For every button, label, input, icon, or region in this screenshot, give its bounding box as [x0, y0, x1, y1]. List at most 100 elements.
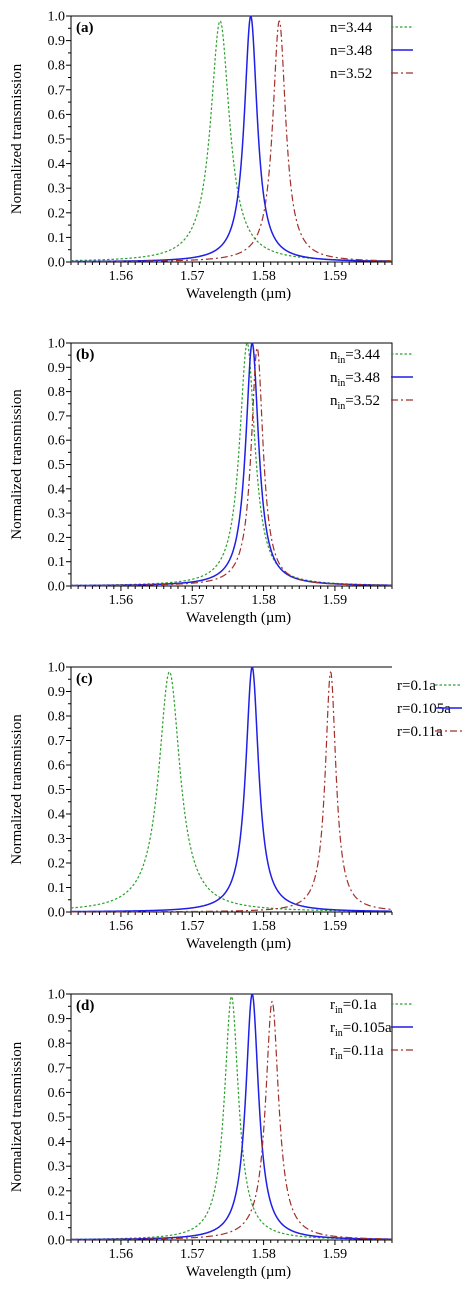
y-tick-label: 0.5	[48, 1111, 66, 1126]
legend: n=3.44n=3.48n=3.52	[330, 20, 413, 82]
x-tick-label: 1.57	[180, 1247, 205, 1262]
y-tick-label: 0.9	[48, 685, 66, 700]
x-axis-label: Wavelength (µm)	[186, 1264, 291, 1280]
legend-label-subscript: in	[338, 378, 346, 389]
y-tick-label: 0.3	[48, 832, 66, 847]
legend-label-base: r	[397, 678, 402, 694]
panel-label: (a)	[76, 20, 94, 36]
legend-label-base: n	[330, 370, 338, 386]
series-line-3	[70, 20, 393, 263]
y-tick-label: 0.6	[48, 1086, 66, 1101]
y-tick-label: 0.2	[48, 531, 66, 546]
legend-label-base: n	[330, 43, 338, 59]
legend-label-value: =0.105a	[402, 701, 451, 717]
x-axis-label: Wavelength (µm)	[186, 610, 291, 626]
y-tick-label: 0.0	[48, 906, 66, 921]
series-line-1	[70, 671, 393, 912]
y-tick-label: 0.8	[48, 59, 66, 74]
chart-panel-a: 1.56 1.57 1.58 1.59 0.0 0.1 0.2 0.3 0.4 0.5 0.6 0.7…	[9, 10, 413, 302]
x-tick-label: 1.59	[323, 919, 348, 934]
legend-label-value: =3.44	[345, 347, 380, 363]
legend-label-subscript: in	[338, 355, 346, 366]
y-tick-label: 0.7	[48, 409, 66, 424]
chart-panel-d: 1.56 1.57 1.58 1.59 0.0 0.1 0.2 0.3 0.4 0.5 0.6 0.7…	[9, 988, 413, 1280]
x-tick-label: 1.58	[251, 593, 276, 608]
y-axis-label: Normalized transmission	[9, 1041, 25, 1192]
legend-label-base: n	[330, 347, 338, 363]
panel-label: (c)	[76, 671, 93, 687]
y-tick-label: 0.2	[48, 1184, 66, 1199]
legend-label-1: rin=0.1a	[330, 997, 377, 1016]
legend-label-base: r	[397, 724, 402, 740]
y-tick-label: 0.1	[48, 881, 66, 896]
y-tick-label: 0.4	[48, 157, 66, 172]
y-tick-label: 0.8	[48, 1037, 66, 1052]
y-tick-label: 0.1	[48, 1209, 66, 1224]
series-line-3	[70, 671, 393, 913]
legend-label-2: rin=0.105a	[330, 1020, 392, 1039]
x-tick-label: 1.59	[323, 1247, 348, 1262]
x-tick-label: 1.57	[180, 919, 205, 934]
x-axis-label: Wavelength (µm)	[186, 936, 291, 952]
legend-label-base: r	[397, 701, 402, 717]
y-tick-label: 0.2	[48, 857, 66, 872]
x-tick-label: 1.58	[251, 919, 276, 934]
legend-label-2: nin=3.48	[330, 370, 380, 389]
y-tick-label: 0.9	[48, 34, 66, 49]
legend-label-1: r=0.1a	[397, 678, 436, 694]
x-tick-label: 1.59	[323, 593, 348, 608]
x-tick-label: 1.58	[251, 1247, 276, 1262]
legend-label-value: =0.11a	[343, 1043, 384, 1059]
x-tick-label: 1.56	[109, 593, 134, 608]
legend-label-base: n	[330, 20, 338, 36]
legend-label-2: r=0.105a	[397, 701, 451, 717]
y-tick-label: 0.9	[48, 1012, 66, 1027]
y-axis-label: Normalized transmission	[9, 714, 25, 865]
y-tick-label: 0.8	[48, 710, 66, 725]
y-tick-label: 0.3	[48, 1160, 66, 1175]
legend-label-value: =0.1a	[343, 997, 377, 1013]
chart-panel-b: 1.56 1.57 1.58 1.59 0.0 0.1 0.2 0.3 0.4 0.5 0.6 0.7…	[9, 337, 413, 626]
x-tick-label: 1.56	[109, 919, 134, 934]
y-tick-label: 0.4	[48, 1135, 66, 1150]
legend-label-value: =3.48	[338, 43, 373, 59]
legend-label-value: =0.11a	[402, 724, 443, 740]
legend-label-base: r	[330, 1020, 335, 1036]
y-tick-label: 0.0	[48, 256, 66, 271]
panel-label: (b)	[76, 347, 94, 363]
y-tick-label: 0.3	[48, 507, 66, 522]
y-tick-label: 0.9	[48, 361, 66, 376]
x-tick-label: 1.56	[109, 1247, 134, 1262]
x-tick-label: 1.57	[180, 593, 205, 608]
y-tick-label: 0.5	[48, 458, 66, 473]
y-tick-label: 0.7	[48, 83, 66, 98]
x-axis-label: Wavelength (µm)	[186, 286, 291, 302]
series-line-3	[70, 1000, 393, 1241]
y-tick-label: 0.1	[48, 555, 66, 570]
y-tick-label: 0.2	[48, 206, 66, 221]
legend-label-3: rin=0.11a	[330, 1043, 384, 1062]
y-tick-label: 0.7	[48, 1061, 66, 1076]
legend-label-base: n	[330, 66, 338, 82]
y-axis-label: Normalized transmission	[9, 389, 25, 540]
legend-label-subscript: in	[335, 1051, 343, 1062]
legend-label-1: n=3.44	[330, 20, 373, 36]
series-line-3	[70, 347, 393, 587]
series-line-2	[70, 666, 393, 913]
legend-label-value: =0.1a	[402, 678, 436, 694]
series-line-2	[70, 15, 393, 263]
x-tick-label: 1.59	[323, 269, 348, 284]
legend-label-subscript: in	[335, 1005, 343, 1016]
x-tick-label: 1.56	[109, 269, 134, 284]
legend-label-base: r	[330, 1043, 335, 1059]
legend-label-value: =0.105a	[343, 1020, 392, 1036]
y-tick-label: 1.0	[48, 337, 66, 352]
chart-panel-c: 1.56 1.57 1.58 1.59 0.0 0.1 0.2 0.3 0.4 0.5 0.6 0.7…	[9, 661, 462, 952]
x-tick-label: 1.58	[251, 269, 276, 284]
legend-label-subscript: in	[338, 401, 346, 412]
y-tick-label: 1.0	[48, 10, 66, 25]
legend-label-2: n=3.48	[330, 43, 372, 59]
